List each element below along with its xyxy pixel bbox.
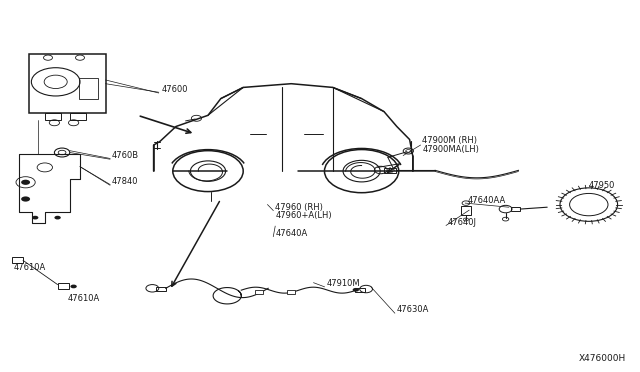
- Text: 47840: 47840: [112, 177, 138, 186]
- Text: 47610A: 47610A: [67, 294, 99, 303]
- Text: 47910M: 47910M: [326, 279, 360, 288]
- Text: 4760B: 4760B: [112, 151, 139, 160]
- Text: X476000H: X476000H: [579, 354, 626, 363]
- Bar: [461, 206, 471, 215]
- Text: 47610A: 47610A: [14, 263, 46, 272]
- Text: 47640AA: 47640AA: [467, 196, 506, 205]
- Bar: [12, 257, 23, 263]
- Text: 47600: 47600: [161, 85, 188, 94]
- Text: 47900M (RH): 47900M (RH): [422, 136, 477, 145]
- Bar: [70, 113, 86, 120]
- Text: 47640A: 47640A: [275, 229, 307, 238]
- Bar: [29, 54, 106, 113]
- Bar: [156, 287, 166, 291]
- Circle shape: [54, 216, 61, 219]
- Bar: [45, 113, 61, 120]
- Text: 47640J: 47640J: [448, 218, 477, 227]
- Circle shape: [32, 216, 38, 219]
- Text: 47630A: 47630A: [397, 305, 429, 314]
- Circle shape: [353, 288, 359, 292]
- Circle shape: [21, 196, 30, 202]
- Bar: [58, 283, 69, 289]
- Bar: [384, 168, 396, 173]
- Bar: [255, 290, 263, 294]
- Circle shape: [70, 285, 77, 288]
- Bar: [355, 288, 365, 292]
- Bar: [511, 207, 520, 211]
- Text: 47960+A(LH): 47960+A(LH): [275, 211, 332, 220]
- Text: 47900MA(LH): 47900MA(LH): [422, 145, 479, 154]
- Bar: [287, 290, 295, 294]
- Text: 47950: 47950: [589, 181, 615, 190]
- Text: 47960 (RH): 47960 (RH): [275, 203, 323, 212]
- Circle shape: [21, 180, 30, 185]
- Bar: [79, 78, 98, 99]
